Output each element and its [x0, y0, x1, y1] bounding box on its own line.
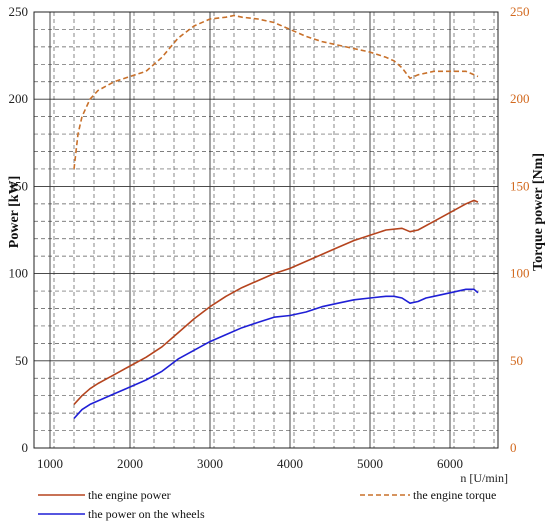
series-line-engine-power	[73, 199, 479, 405]
x-tick-label: 1000	[37, 456, 63, 471]
y-tick-label-right: 200	[510, 91, 530, 106]
series-line-wheel-power	[73, 288, 479, 419]
y-tick-label-right: 250	[510, 4, 530, 19]
y-axis-title-left: Power [kW]	[7, 176, 22, 248]
y-axis-title-right: Torque power [Nm]	[531, 153, 546, 271]
y-tick-label-right: 0	[510, 440, 517, 455]
y-tick-label-left: 0	[22, 440, 29, 455]
chart-series	[73, 14, 479, 419]
y-tick-label-right: 50	[510, 353, 523, 368]
y-tick-label-left: 100	[9, 266, 29, 281]
x-tick-label: 3000	[197, 456, 223, 471]
legend-label-engine-power: the engine power	[88, 488, 171, 502]
x-tick-label: 4000	[277, 456, 303, 471]
legend-label-engine-torque: the engine torque	[413, 488, 496, 502]
plot-frame	[33, 11, 499, 449]
series-line-engine-torque	[73, 14, 479, 170]
y-tick-label-left: 200	[9, 91, 29, 106]
y-tick-label-left: 50	[15, 353, 28, 368]
y-tick-label-right: 150	[510, 178, 530, 193]
y-tick-label-left: 250	[9, 4, 29, 19]
x-tick-label: 5000	[357, 456, 383, 471]
chart-tick-labels: 0 50 100 150 200 250 0 50 100 150 200 250 1000 2000 30…	[9, 4, 530, 471]
y-tick-label-left: 150	[9, 178, 29, 193]
chart-legend: the engine power the engine torque the p…	[38, 488, 496, 521]
x-axis-title: n [U/min]	[460, 471, 508, 485]
legend-label-wheel-power: the power on the wheels	[88, 507, 205, 521]
y-tick-label-right: 100	[510, 266, 530, 281]
x-tick-label: 2000	[117, 456, 143, 471]
x-tick-label: 6000	[437, 456, 463, 471]
chart-grid	[33, 11, 499, 449]
